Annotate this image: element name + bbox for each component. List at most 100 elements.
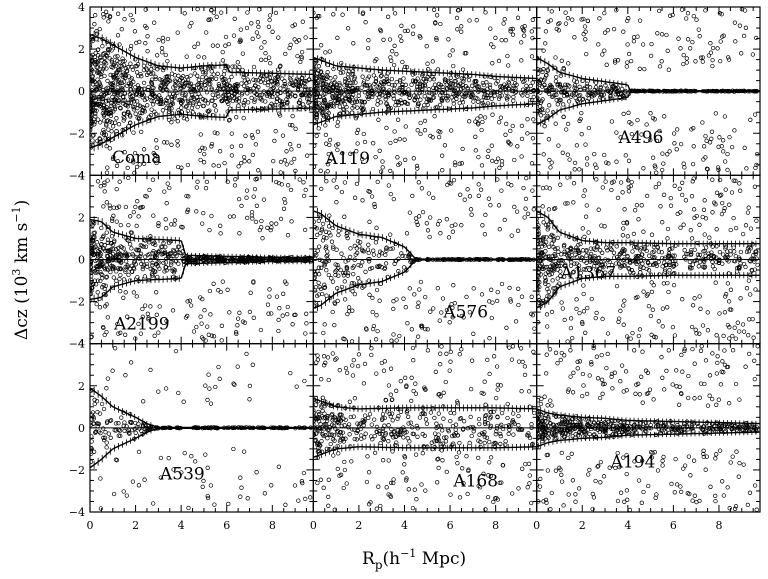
data-point [398, 34, 403, 39]
data-point [466, 77, 472, 83]
data-point [572, 167, 577, 172]
data-point [495, 289, 500, 295]
data-point [217, 84, 222, 89]
data-point [165, 95, 171, 100]
data-point [403, 157, 408, 162]
data-point [113, 63, 118, 68]
data-point [490, 101, 495, 107]
data-point [542, 124, 547, 129]
data-point [388, 55, 393, 60]
data-point [465, 187, 470, 192]
data-point [476, 99, 481, 104]
data-point [216, 288, 221, 293]
data-point [219, 323, 225, 328]
data-point [701, 144, 707, 149]
data-point [374, 287, 380, 293]
data-point [489, 143, 494, 148]
data-point [381, 37, 386, 42]
data-point [269, 221, 274, 226]
data-point [504, 121, 509, 127]
data-point [222, 86, 227, 91]
data-point [218, 231, 223, 236]
data-point [285, 183, 291, 188]
data-point [220, 49, 225, 55]
data-point [331, 178, 336, 183]
data-point [732, 20, 738, 25]
data-point [202, 151, 207, 157]
data-point [303, 331, 308, 336]
data-point [237, 96, 242, 101]
data-point [340, 70, 346, 75]
data-point [351, 41, 356, 46]
panels-layer: 4 2 0 −2 −4 Coma A119 A496 4 2 0 −2 −4 A2199 A576 A1367… [69, 1, 761, 532]
data-point [223, 43, 228, 48]
data-point [117, 42, 122, 47]
data-point [509, 233, 514, 238]
data-point [175, 30, 180, 35]
data-point [469, 212, 474, 217]
data-point [375, 328, 380, 334]
data-point [752, 112, 758, 117]
data-point [235, 60, 240, 65]
data-point [342, 279, 347, 284]
data-point [115, 81, 121, 87]
data-point [407, 210, 413, 215]
data-point [164, 105, 169, 110]
data-point [420, 209, 426, 215]
data-point [233, 88, 238, 93]
data-point [342, 297, 348, 302]
data-point [432, 114, 437, 119]
data-point [467, 18, 472, 23]
data-point [265, 82, 271, 88]
data-point [96, 95, 102, 100]
data-point [118, 289, 123, 294]
data-point [739, 51, 744, 56]
data-point [201, 103, 206, 109]
data-point [251, 77, 256, 82]
data-point [360, 260, 365, 265]
data-point [210, 92, 215, 97]
data-point [522, 215, 527, 220]
data-point [126, 175, 131, 181]
data-point [409, 327, 414, 332]
data-point [165, 140, 170, 145]
data-point [324, 141, 329, 146]
data-point [345, 26, 351, 31]
data-point [208, 312, 213, 317]
data-point [258, 96, 264, 101]
data-point [609, 119, 615, 124]
data-point [451, 283, 456, 288]
data-point [252, 99, 257, 104]
data-point [561, 102, 566, 107]
data-point [206, 17, 211, 22]
data-point [230, 64, 235, 69]
data-point [676, 36, 681, 41]
data-point [241, 154, 247, 160]
data-point [578, 241, 583, 247]
data-point [90, 60, 94, 65]
data-point [125, 109, 130, 115]
data-point [524, 175, 529, 181]
y-tick-label: 4 [78, 1, 85, 14]
data-point [232, 64, 237, 69]
data-point [565, 121, 571, 127]
data-point [274, 294, 280, 299]
data-point [709, 136, 714, 141]
data-point [172, 218, 178, 223]
data-point [93, 50, 98, 56]
data-point [335, 119, 341, 125]
data-point [459, 29, 464, 34]
data-point [154, 160, 159, 166]
data-point [113, 120, 118, 125]
data-point [110, 156, 116, 162]
data-point [664, 32, 669, 38]
data-point [342, 180, 348, 185]
data-point [259, 45, 264, 50]
data-point [479, 127, 484, 133]
data-point [525, 93, 530, 98]
data-point [295, 88, 301, 93]
data-point [197, 101, 202, 107]
data-point [660, 151, 665, 156]
data-point [440, 296, 446, 301]
data-point [179, 98, 184, 103]
